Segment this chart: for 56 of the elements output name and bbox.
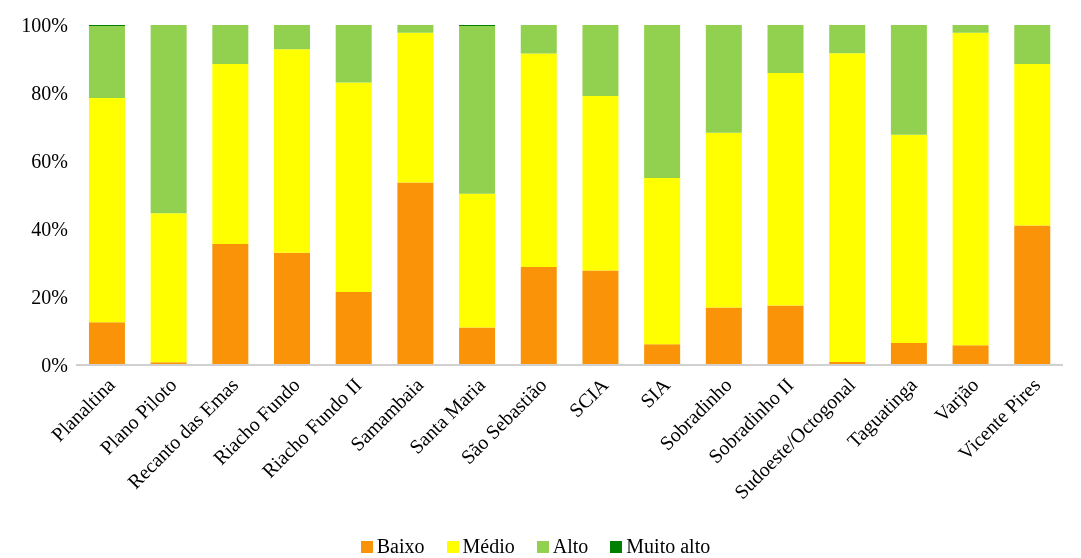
legend-label: Muito alto: [626, 535, 711, 558]
bar: [274, 49, 311, 253]
y-tick-label: 40%: [31, 218, 68, 241]
bar: [212, 243, 249, 365]
bar: [705, 25, 742, 133]
bar: [582, 25, 619, 97]
bar: [212, 64, 249, 244]
legend-label: Médio: [462, 535, 515, 558]
bar: [582, 96, 619, 271]
bar: [644, 25, 681, 178]
bar: [890, 25, 927, 135]
bar: [767, 72, 804, 306]
bar: [397, 32, 434, 183]
y-tick-label: 100%: [21, 14, 68, 37]
bar: [520, 53, 557, 268]
bar: [1014, 225, 1051, 365]
legend-label: Baixo: [376, 535, 425, 558]
bar: [335, 82, 372, 292]
bar: [274, 25, 311, 50]
bar: [212, 25, 249, 65]
bar: [767, 305, 804, 365]
bar: [952, 25, 989, 33]
legend-label: Alto: [552, 535, 589, 558]
bar: [890, 134, 927, 343]
bar: [335, 291, 372, 365]
bar: [459, 327, 496, 365]
bar: [397, 25, 434, 33]
bar: [88, 322, 125, 365]
bar: [150, 25, 187, 214]
bar: [88, 26, 125, 99]
bar: [829, 25, 866, 54]
bar: [1014, 64, 1051, 226]
y-tick-label: 60%: [31, 150, 68, 173]
y-tick-label: 0%: [41, 354, 68, 377]
bar: [397, 182, 434, 365]
bar: [644, 344, 681, 365]
bar: [335, 25, 372, 83]
bar: [88, 98, 125, 323]
bar: [829, 53, 866, 362]
bar: [705, 132, 742, 308]
bar: [582, 270, 619, 365]
bar: [1014, 25, 1051, 65]
y-tick-label: 20%: [31, 286, 68, 309]
bar: [705, 307, 742, 365]
bar: [952, 345, 989, 365]
bar: [767, 25, 804, 73]
y-tick-label: 80%: [31, 82, 68, 105]
bar: [520, 25, 557, 54]
bar: [644, 178, 681, 345]
bar: [459, 26, 496, 194]
bar: [274, 252, 311, 365]
bar: [952, 32, 989, 346]
bar: [890, 342, 927, 365]
bar: [459, 193, 496, 328]
bar: [520, 267, 557, 365]
bar: [150, 213, 187, 363]
